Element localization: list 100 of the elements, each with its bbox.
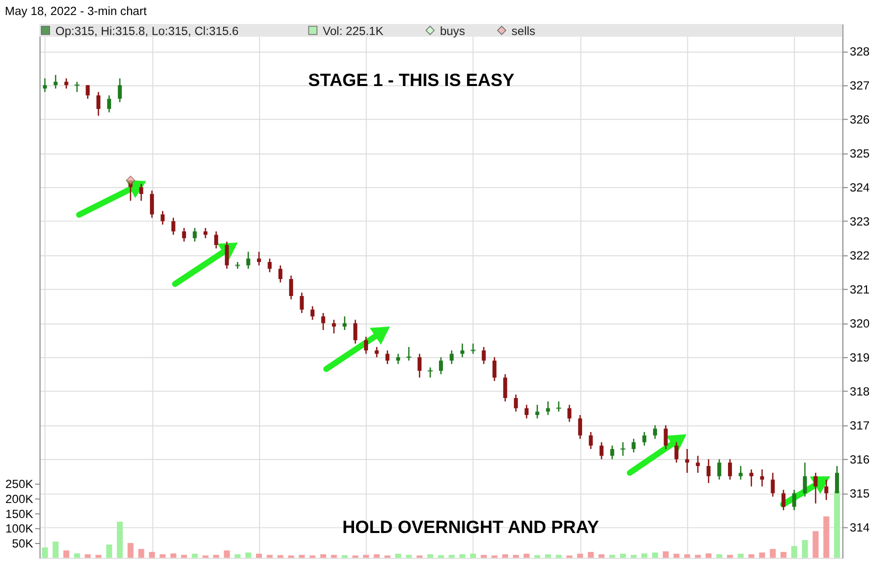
bar — [320, 554, 326, 558]
candlestick — [74, 81, 80, 93]
bar — [363, 554, 369, 558]
bar — [534, 555, 540, 558]
bar — [492, 555, 498, 558]
candlestick — [224, 240, 229, 270]
bar — [298, 554, 305, 558]
candlestick — [642, 431, 646, 446]
bar — [406, 554, 412, 558]
bar — [256, 554, 262, 558]
bar — [148, 552, 155, 558]
legend-label: sells — [512, 24, 536, 38]
bar — [416, 555, 423, 558]
bar — [459, 554, 466, 558]
candlestick — [438, 356, 443, 375]
y2-tick-label: 150K — [5, 506, 34, 521]
candlestick — [321, 312, 326, 331]
bar — [128, 543, 134, 558]
bar — [330, 554, 337, 558]
bar — [716, 554, 722, 558]
bar — [738, 554, 744, 558]
bar — [566, 555, 572, 558]
candlestick — [674, 442, 678, 464]
bar — [266, 554, 273, 558]
bar — [245, 552, 252, 558]
candlestick — [332, 319, 336, 334]
candlestick — [160, 210, 165, 226]
candlestick — [342, 316, 347, 331]
bar — [160, 554, 166, 558]
bar — [224, 550, 230, 558]
y-tick-label: 322 — [850, 248, 870, 263]
y2-tick-label: 250K — [5, 477, 34, 492]
bar — [780, 552, 786, 558]
candlestick — [685, 448, 690, 474]
bar — [234, 554, 241, 558]
candlestick — [470, 342, 476, 354]
candlestick — [139, 183, 144, 202]
candlestick — [418, 353, 422, 378]
candlestick — [289, 274, 294, 300]
candlestick — [86, 84, 90, 100]
candlestick — [653, 424, 658, 440]
y2-tick-label: 100K — [5, 522, 34, 536]
y-tick-label: 321 — [850, 282, 870, 297]
bar — [116, 522, 123, 558]
y-tick-label: 325 — [850, 146, 870, 161]
candlestick — [278, 264, 282, 284]
bar — [170, 553, 176, 558]
bar — [620, 554, 626, 558]
bar — [727, 554, 733, 558]
candlestick — [364, 336, 368, 354]
candlestick — [556, 400, 562, 412]
candlestick — [503, 374, 508, 402]
y-tick-label: 318 — [850, 384, 870, 399]
bar — [202, 555, 208, 558]
candlestick — [42, 78, 47, 93]
annotation: STAGE 1 - THIS IS EASY — [308, 70, 514, 90]
bar — [694, 554, 701, 558]
candlestick — [824, 478, 828, 501]
bar — [823, 516, 830, 558]
candlestick — [728, 458, 732, 480]
y-tick-label: 326 — [850, 112, 870, 127]
candlestick — [514, 394, 518, 412]
candlestick — [257, 251, 261, 266]
candlestick — [632, 438, 636, 454]
candlestick — [214, 230, 218, 250]
bar — [352, 555, 358, 558]
candlestick — [300, 292, 304, 314]
candlestick — [770, 472, 775, 498]
bar — [524, 554, 530, 558]
bar — [84, 554, 91, 558]
candlestick — [578, 414, 582, 440]
candlestick — [203, 227, 208, 239]
y-tick-label: 324 — [850, 180, 870, 195]
y-tick-label: 327 — [850, 78, 870, 93]
bar — [652, 552, 658, 558]
bar — [448, 554, 455, 558]
annotation: HOLD OVERNIGHT AND PRAY — [342, 516, 600, 537]
bar — [673, 554, 680, 558]
bar — [74, 553, 80, 558]
bar — [213, 554, 220, 558]
candlestick — [588, 431, 593, 450]
candlestick — [374, 346, 379, 358]
y-tick-label: 315 — [850, 486, 870, 501]
candlestick — [610, 444, 614, 460]
bar — [63, 550, 70, 558]
candlestick — [696, 455, 700, 474]
bar — [106, 544, 112, 558]
candlestick — [814, 472, 818, 504]
candlestick — [546, 400, 550, 416]
candlestick — [802, 462, 807, 498]
bar — [192, 554, 198, 558]
bar — [556, 554, 562, 558]
candlestick — [524, 404, 529, 420]
y-tick-label: 317 — [850, 418, 870, 433]
bar — [52, 542, 59, 558]
bar — [641, 553, 648, 558]
bar — [138, 548, 144, 558]
y-tick-label: 316 — [850, 452, 870, 467]
bar — [480, 554, 487, 558]
bar — [427, 554, 434, 558]
